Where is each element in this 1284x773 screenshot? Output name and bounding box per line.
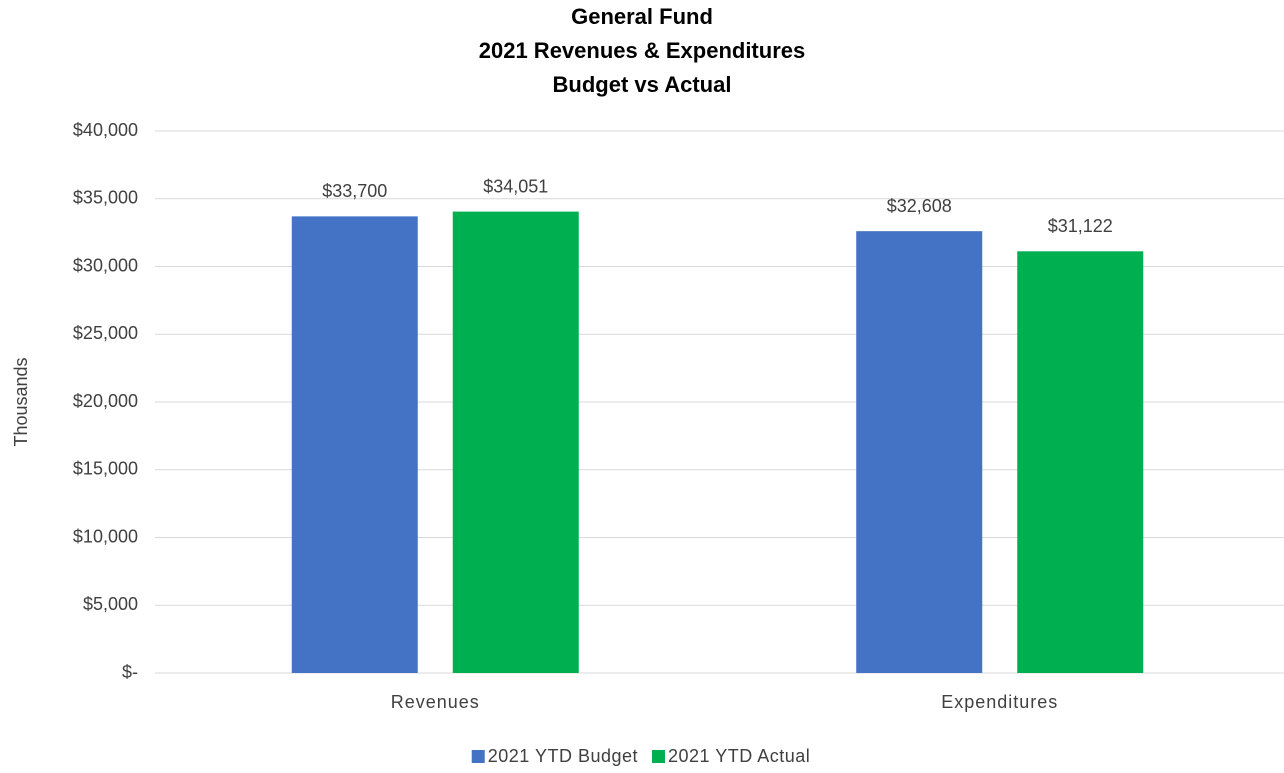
y-tick-label: $25,000 [73,323,138,343]
data-label: $34,051 [483,176,548,196]
y-axis-label: Thousands [11,357,31,446]
bar [856,231,983,673]
legend-label: 2021 YTD Budget [488,746,638,766]
chart-title: 2021 Revenues & Expenditures [479,38,805,63]
y-tick-label: $5,000 [83,594,138,614]
x-tick-label: Expenditures [941,692,1058,712]
bar [291,216,418,674]
y-tick-label: $30,000 [73,255,138,275]
x-tick-label: Revenues [391,692,480,712]
chart-title: General Fund [571,4,713,29]
bar [1017,251,1144,673]
y-tick-label: $40,000 [73,120,138,140]
y-tick-label: $15,000 [73,459,138,479]
legend-swatch [652,750,666,763]
y-tick-label: $35,000 [73,188,138,208]
bar [452,211,579,673]
data-label: $31,122 [1048,216,1113,236]
data-label: $33,700 [322,181,387,201]
legend-swatch [471,750,485,763]
chart-title: Budget vs Actual [553,72,732,97]
y-tick-label: $20,000 [73,391,138,411]
legend-label: 2021 YTD Actual [668,746,810,766]
y-tick-label: $10,000 [73,526,138,546]
data-label: $32,608 [887,196,952,216]
y-tick-label: $- [122,662,138,682]
